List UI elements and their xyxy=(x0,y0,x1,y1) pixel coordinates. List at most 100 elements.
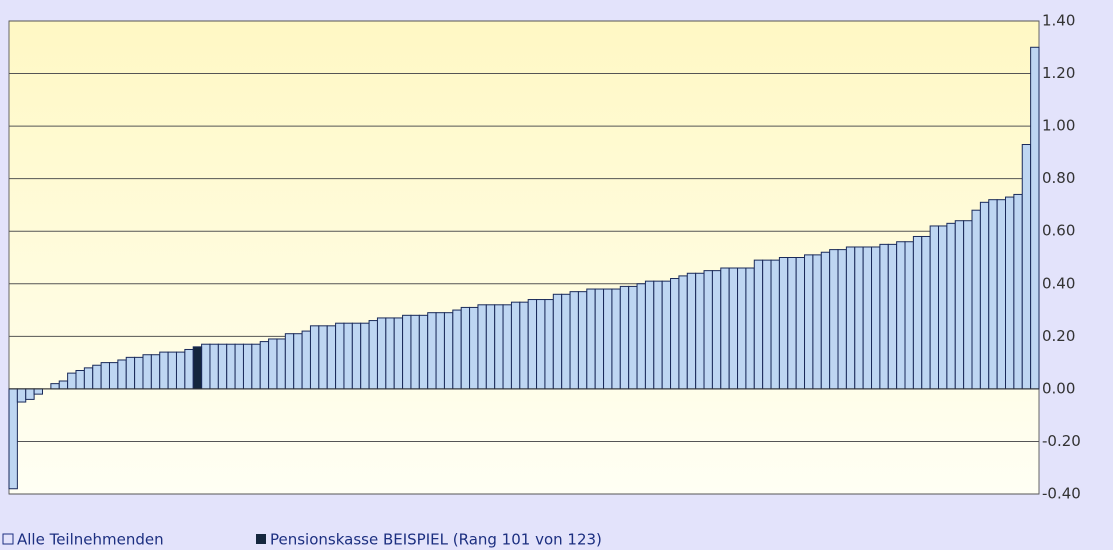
bar xyxy=(636,283,646,390)
bar xyxy=(753,259,764,390)
y-tick-label: 0.40 xyxy=(1042,274,1075,292)
y-tick-label: 1.00 xyxy=(1042,117,1075,135)
bar xyxy=(502,304,512,390)
y-tick-label: 0.80 xyxy=(1042,169,1075,187)
bar xyxy=(259,341,270,390)
bar xyxy=(519,301,529,390)
bar xyxy=(402,314,412,390)
bar xyxy=(544,299,554,390)
bar xyxy=(619,285,630,390)
bar xyxy=(175,351,186,390)
bar xyxy=(979,201,990,390)
bar xyxy=(527,299,538,390)
bar xyxy=(745,267,755,390)
bar xyxy=(1021,144,1032,390)
bar xyxy=(100,362,110,390)
bar xyxy=(335,322,345,390)
bar xyxy=(360,322,370,390)
bar xyxy=(812,254,822,390)
bar xyxy=(242,343,253,390)
bar xyxy=(695,272,705,390)
bar xyxy=(150,354,161,390)
bar xyxy=(510,301,521,390)
legend-swatch xyxy=(256,534,266,544)
bar xyxy=(921,235,931,390)
bar xyxy=(351,322,362,390)
bar xyxy=(58,380,69,390)
bar xyxy=(1005,196,1015,390)
bar xyxy=(988,199,998,390)
bar xyxy=(879,243,889,390)
bar xyxy=(653,280,663,390)
bar xyxy=(536,299,546,390)
bar xyxy=(954,220,965,390)
bar xyxy=(845,246,856,390)
bar xyxy=(201,343,211,390)
bar xyxy=(971,209,981,390)
bar xyxy=(795,257,806,390)
y-tick-label: 1.40 xyxy=(1042,12,1075,30)
bar xyxy=(83,367,94,390)
legend-swatch xyxy=(2,533,14,545)
bar xyxy=(226,343,236,390)
bar xyxy=(787,257,797,390)
y-tick-label: 1.20 xyxy=(1042,64,1075,82)
bar xyxy=(686,272,697,390)
bar xyxy=(192,346,203,390)
bar xyxy=(552,293,563,390)
bar xyxy=(184,348,194,390)
bar xyxy=(33,388,43,395)
bar xyxy=(117,359,127,390)
bar xyxy=(427,312,437,390)
bar xyxy=(770,259,780,390)
bar xyxy=(938,225,948,390)
bar xyxy=(393,317,404,390)
bar xyxy=(376,317,387,390)
bar xyxy=(234,343,244,390)
bar xyxy=(167,351,177,390)
bar xyxy=(443,312,454,390)
bar xyxy=(678,275,688,390)
bar xyxy=(134,356,144,390)
bar xyxy=(276,338,286,390)
bar xyxy=(293,333,303,390)
bar xyxy=(368,320,378,390)
bar xyxy=(318,325,328,390)
bar xyxy=(594,288,605,390)
bar xyxy=(326,325,337,390)
bar xyxy=(561,293,571,390)
bar xyxy=(586,288,596,390)
bar xyxy=(385,317,395,390)
bar xyxy=(963,220,973,390)
bar xyxy=(929,225,940,390)
bar xyxy=(896,241,906,390)
bar xyxy=(611,288,621,390)
bar xyxy=(50,383,60,390)
bar xyxy=(862,246,873,390)
bar xyxy=(737,267,747,390)
bar xyxy=(996,199,1007,390)
y-tick-label: -0.20 xyxy=(1042,432,1081,450)
bar xyxy=(452,309,462,390)
legend-label: Alle Teilnehmenden xyxy=(17,531,164,549)
bar xyxy=(142,354,152,390)
bar xyxy=(8,388,18,490)
bar xyxy=(268,338,278,390)
bar xyxy=(92,364,102,390)
bar xyxy=(569,291,579,390)
bar xyxy=(284,333,295,390)
bar xyxy=(603,288,613,390)
bar xyxy=(577,291,588,390)
bar xyxy=(804,254,814,390)
legend-label: Pensionskasse BEISPIEL (Rang 101 von 123… xyxy=(270,531,602,549)
bar xyxy=(837,249,847,390)
bar xyxy=(644,280,655,390)
bar xyxy=(661,280,672,390)
bar xyxy=(820,251,831,390)
bar xyxy=(670,278,680,390)
bar xyxy=(494,304,504,390)
bar xyxy=(209,343,219,390)
bar xyxy=(762,259,772,390)
bar xyxy=(946,222,956,390)
